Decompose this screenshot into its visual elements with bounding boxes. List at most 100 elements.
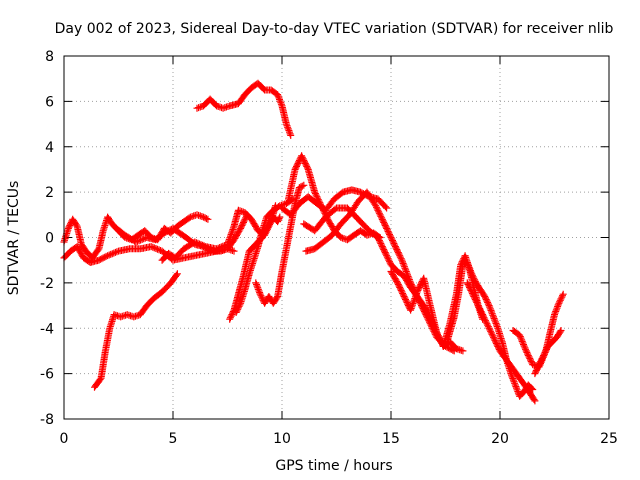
data-point [484,321,492,329]
data-point [375,237,383,244]
data-point [526,355,534,362]
data-point [300,156,308,164]
chart-title: Day 002 of 2023, Sidereal Day-to-day VTE… [55,21,614,37]
data-point [287,131,295,139]
y-tick-label: -6 [40,367,54,383]
data-point [392,244,400,252]
data-point [172,271,180,279]
data-point [64,224,72,232]
data-point [479,312,487,320]
x-tick-label: 0 [60,431,69,447]
data-point [552,307,560,315]
data-point [379,217,387,225]
data-point [382,250,390,258]
data-point [532,368,540,376]
data-point [492,339,500,347]
data-point [381,220,388,228]
data-point [273,294,281,302]
data-point [378,215,386,223]
data-point [396,283,404,291]
data-point [385,256,393,264]
data-point [465,262,472,270]
data-point [378,214,386,222]
y-tick-label: -8 [40,412,54,428]
data-point [481,293,489,300]
data-point [527,356,534,364]
data-point [524,350,532,358]
data-point [478,309,486,317]
data-point [302,161,310,169]
data-point [387,234,395,241]
data-point [435,333,443,341]
data-point [227,312,235,320]
data-point [240,217,248,225]
data-point [400,293,408,300]
data-point [482,296,490,303]
data-point [300,181,308,189]
data-point [479,311,487,319]
data-point [375,235,383,243]
y-tick-label: 6 [45,94,54,110]
data-point [383,226,391,234]
data-point [539,355,546,363]
data-points [60,79,567,405]
data-point [482,294,489,302]
data-point [530,396,538,403]
data-point [372,202,380,210]
data-point [396,285,404,293]
data-point [467,268,475,276]
y-tick-label: 2 [45,185,54,201]
data-point [376,211,384,219]
data-point [113,248,121,256]
data-point [236,301,244,309]
data-point [402,296,409,303]
data-point [474,302,482,310]
data-point [291,165,299,173]
data-point [191,238,199,246]
data-point [482,318,490,326]
data-point [472,297,480,305]
data-point [487,329,495,337]
data-point [373,205,381,213]
data-point [516,333,524,341]
data-point [233,307,241,315]
data-point [284,125,292,133]
data-point [311,190,319,198]
data-point [402,297,410,305]
data-point [241,215,249,223]
data-point [491,336,499,344]
data-point [468,288,476,296]
series-track-07 [226,213,284,323]
data-point [399,291,407,299]
x-tick-label: 10 [273,431,291,447]
x-tick-label: 25 [600,431,618,447]
data-point [394,247,401,255]
data-point [173,270,181,278]
data-point [381,247,388,255]
x-tick-label: 15 [382,431,400,447]
data-point [486,326,494,334]
data-point [531,370,539,378]
data-point [402,266,410,274]
data-point [384,255,392,263]
data-point [524,352,532,359]
data-point [468,290,476,297]
data-point [298,152,306,160]
data-point [535,363,543,371]
data-point [395,250,403,258]
data-point [378,241,386,249]
data-point [312,191,320,199]
data-point [385,229,393,237]
data-point [134,237,141,245]
x-tick-label: 5 [169,431,178,447]
data-point [275,203,282,211]
data-point [396,253,404,261]
data-point [374,234,382,241]
data-point [490,335,498,343]
data-point [517,334,525,342]
data-point [219,242,227,250]
series-track-06 [193,79,295,139]
data-point [556,298,564,306]
data-point [376,238,384,246]
data-point [469,273,477,281]
